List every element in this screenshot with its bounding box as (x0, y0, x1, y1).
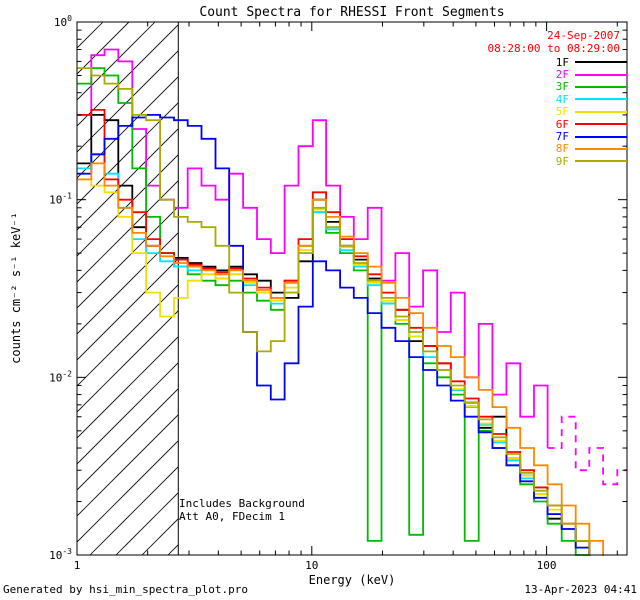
legend-line-swatch (575, 147, 627, 150)
legend-item: 8F (555, 142, 627, 156)
legend-line-swatch (575, 160, 627, 163)
svg-text:10-1: 10-1 (49, 192, 72, 207)
legend-line-swatch (575, 110, 627, 113)
legend-line-swatch (575, 98, 627, 101)
y-axis-label: counts cm⁻² s⁻¹ keV⁻¹ (9, 212, 23, 364)
legend-label: 2F (555, 68, 569, 82)
series-8F (77, 162, 604, 556)
legend-item: 9F (555, 154, 627, 168)
legend-item: 4F (555, 92, 627, 106)
legend-item: 3F (555, 80, 627, 94)
svg-text:10-3: 10-3 (49, 547, 72, 562)
legend-label: 5F (555, 105, 569, 119)
axes (76, 21, 628, 556)
legend-line-swatch (575, 73, 627, 76)
legend-label: 8F (555, 142, 569, 156)
legend-line-swatch (575, 61, 627, 64)
legend-label: 3F (555, 80, 569, 94)
footer-timestamp: 13-Apr-2023 04:41 (524, 583, 637, 596)
series-group (77, 48, 627, 556)
plot-annotations: Includes Background Att A0, FDecim 1 (179, 497, 305, 523)
footer-generator: Generated by hsi_min_spectra_plot.pro (3, 583, 249, 596)
svg-text:10: 10 (305, 559, 318, 572)
legend-item: 5F (555, 105, 627, 119)
series-2F-dashed (547, 415, 627, 486)
observation-datetime: 24-Sep-2007 08:28:00 to 08:29:00 (488, 29, 620, 55)
legend-line-swatch (575, 123, 627, 126)
observation-time-range: 08:28:00 to 08:29:00 (487, 42, 620, 55)
legend-line-swatch (575, 85, 627, 88)
svg-text:100: 100 (537, 559, 557, 572)
observation-date: 24-Sep-2007 (547, 29, 620, 42)
hatch-region (77, 22, 179, 555)
x-axis-label: Energy (keV) (308, 573, 396, 587)
legend-label: 6F (555, 117, 569, 131)
legend-line-swatch (575, 135, 627, 138)
series-7F (77, 114, 591, 556)
svg-text:10-2: 10-2 (49, 369, 72, 384)
legend-item: 2F (555, 68, 627, 82)
legend-label: 4F (555, 92, 569, 106)
annotation-attenuator: Att A0, FDecim 1 (179, 510, 285, 523)
legend-label: 1F (555, 55, 569, 69)
svg-text:100: 100 (54, 14, 72, 29)
legend-label: 9F (555, 154, 569, 168)
legend-item: 6F (555, 117, 627, 131)
legend-item: 1F (555, 55, 627, 69)
legend-label: 7F (555, 130, 569, 144)
legend: 1F 2F 3F 4F 5F 6F 7F 8F 9F (556, 56, 627, 168)
legend-item: 7F (555, 130, 627, 144)
annotation-background: Includes Background (179, 497, 305, 510)
svg-text:1: 1 (74, 559, 81, 572)
series-9F (77, 67, 591, 556)
tick-labels: 1 10 100 100 10-1 10-2 10-3 (49, 14, 556, 572)
chart-title: Count Spectra for RHESSI Front Segments (199, 5, 505, 20)
